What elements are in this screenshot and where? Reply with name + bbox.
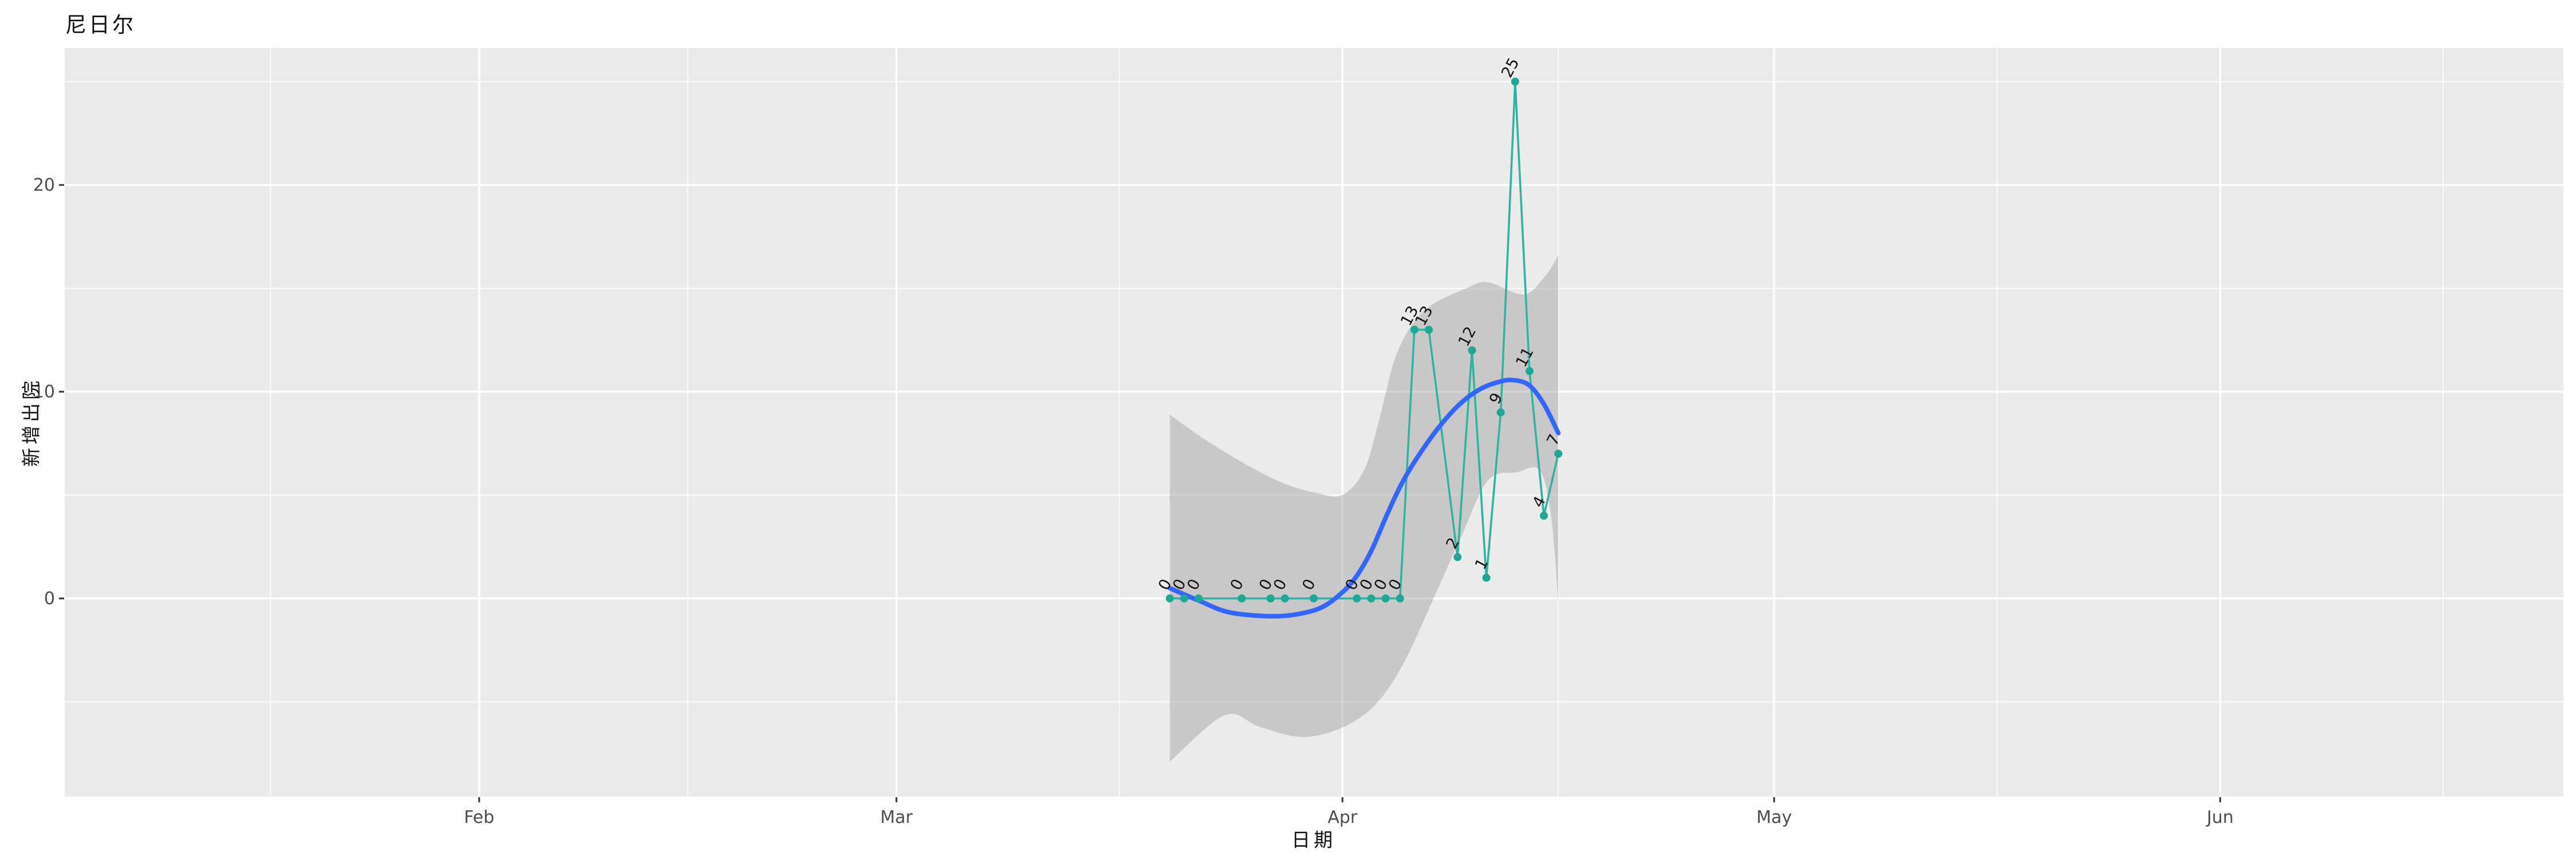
data-point [1511, 77, 1519, 86]
confidence-band [1170, 255, 1559, 762]
data-point [1309, 594, 1318, 602]
data-point [1238, 594, 1246, 602]
data-point [1381, 594, 1390, 602]
x-axis-title: 日期 [1291, 829, 1336, 851]
data-point [1281, 594, 1289, 602]
y-tick-label: 20 [33, 175, 55, 195]
data-point [1496, 408, 1505, 417]
plot-panel [65, 48, 2563, 797]
y-axis-title: 新增出院 [20, 377, 42, 467]
smooth-line [1167, 377, 1561, 619]
data-point [1410, 325, 1419, 334]
chart-title: 尼日尔 [65, 13, 136, 37]
data-point [1425, 325, 1433, 334]
data-point [1540, 511, 1548, 520]
data-point [1468, 346, 1476, 354]
x-tick-label: Feb [464, 807, 494, 828]
data-point [1525, 367, 1534, 375]
x-tick-label: Apr [1327, 807, 1358, 828]
data-point [1367, 594, 1376, 602]
data-point [1266, 594, 1275, 602]
data-point [1353, 594, 1361, 602]
data-point [1453, 553, 1462, 561]
data-point [1482, 573, 1491, 582]
y-tick-label: 0 [44, 589, 55, 609]
x-tick-label: May [1756, 807, 1792, 828]
data-point [1554, 450, 1563, 458]
data-point [1194, 594, 1203, 602]
y-tick-label: 10 [33, 382, 55, 402]
data-point [1165, 594, 1174, 602]
x-tick-label: Jun [2206, 807, 2234, 828]
x-tick-label: Mar [880, 807, 913, 828]
data-point [1396, 594, 1404, 602]
data-point [1180, 594, 1188, 602]
